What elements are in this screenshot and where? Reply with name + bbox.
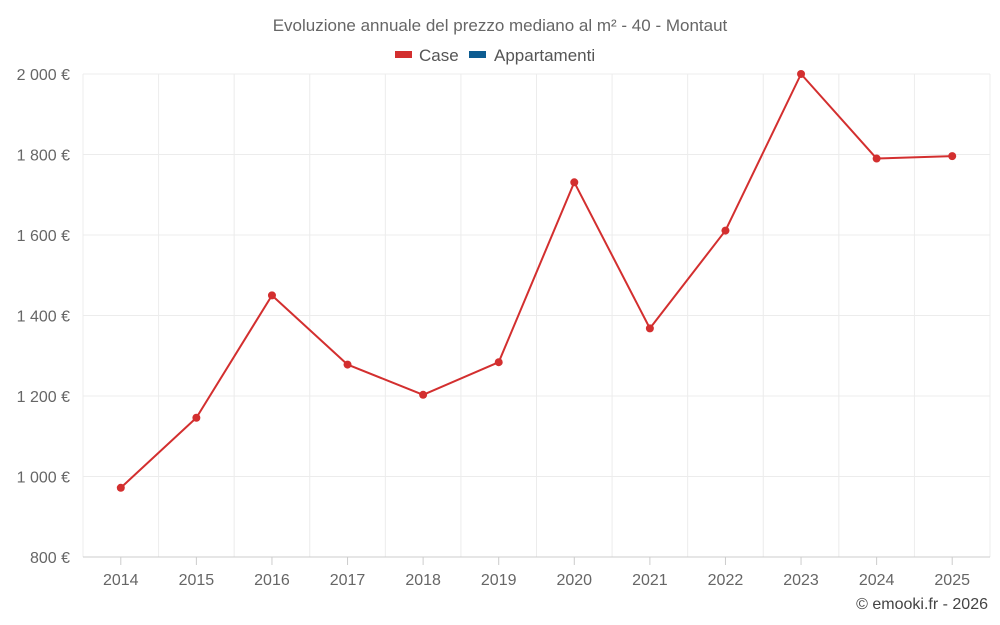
data-point-case[interactable] xyxy=(948,152,957,161)
x-tick-label: 2024 xyxy=(859,572,895,589)
y-tick-label: 1 600 € xyxy=(17,228,70,245)
x-tick-label: 2025 xyxy=(934,572,970,589)
y-tick-label: 1 200 € xyxy=(17,389,70,406)
data-point-case[interactable] xyxy=(267,291,276,300)
data-point-case[interactable] xyxy=(192,413,201,422)
legend: Case Appartamenti xyxy=(395,46,595,65)
data-point-case[interactable] xyxy=(494,358,503,367)
x-tick-label: 2022 xyxy=(708,572,744,589)
legend-swatch-case xyxy=(395,51,412,58)
x-tick-label: 2019 xyxy=(481,572,517,589)
chart-title: Evoluzione annuale del prezzo mediano al… xyxy=(273,16,728,35)
legend-swatch-appartamenti xyxy=(469,51,486,58)
data-point-case[interactable] xyxy=(116,483,125,492)
data-point-case[interactable] xyxy=(797,70,806,78)
x-tick-label: 2023 xyxy=(783,572,819,589)
x-tick-label: 2015 xyxy=(179,572,215,589)
legend-label-appartamenti: Appartamenti xyxy=(494,46,595,65)
y-tick-label: 1 400 € xyxy=(17,309,70,326)
legend-item-appartamenti[interactable]: Appartamenti xyxy=(469,46,595,65)
legend-label-case: Case xyxy=(419,46,459,65)
x-tick-label: 2020 xyxy=(556,572,592,589)
x-tick-label: 2021 xyxy=(632,572,668,589)
data-point-case[interactable] xyxy=(343,360,352,369)
y-tick-label: 800 € xyxy=(30,550,70,567)
x-tick-label: 2016 xyxy=(254,572,290,589)
data-point-case[interactable] xyxy=(570,178,579,187)
data-point-case[interactable] xyxy=(419,390,428,399)
y-tick-label: 2 000 € xyxy=(17,67,70,84)
x-tick-label: 2014 xyxy=(103,572,139,589)
x-tick-label: 2018 xyxy=(405,572,441,589)
data-point-case[interactable] xyxy=(872,154,881,163)
y-axis: 800 € 1 000 € 1 200 € 1 400 € 1 600 € 1 800 €… xyxy=(17,67,70,567)
data-point-case[interactable] xyxy=(721,226,730,235)
series-line-case xyxy=(120,73,953,489)
y-tick-label: 1 800 € xyxy=(17,148,70,165)
series-case xyxy=(116,70,957,492)
y-tick-label: 1 000 € xyxy=(17,470,70,487)
data-point-case[interactable] xyxy=(645,324,654,333)
legend-item-case[interactable]: Case xyxy=(395,46,459,65)
credit-text: © emooki.fr - 2026 xyxy=(856,596,988,613)
x-axis: 2014 2015 2016 2017 2018 2019 2020 2021 2022 2023… xyxy=(83,556,990,589)
plot-grid xyxy=(82,73,991,557)
x-tick-label: 2017 xyxy=(330,572,366,589)
